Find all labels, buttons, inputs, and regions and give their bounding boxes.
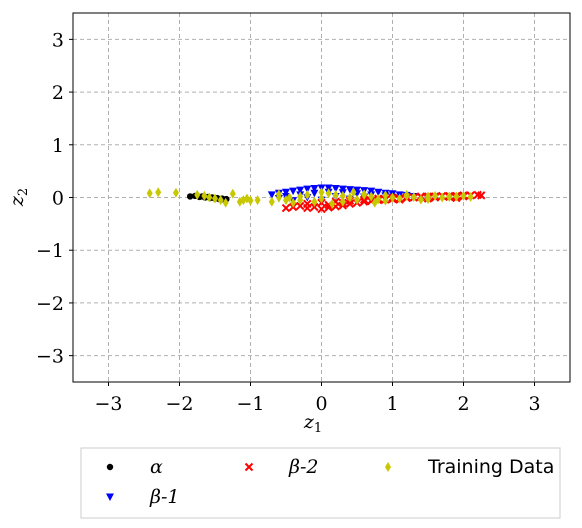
data-point — [201, 190, 208, 201]
data-point — [460, 190, 467, 201]
data-point — [310, 189, 319, 198]
data-point — [303, 199, 312, 209]
axis-ticks — [69, 38, 535, 386]
x-tick-label: 0 — [315, 393, 327, 415]
x-tick-label: −1 — [236, 393, 264, 415]
x-tick-label: 3 — [528, 393, 540, 415]
data-point — [229, 188, 236, 199]
data-point — [477, 191, 486, 200]
legend-label: β-1 — [149, 486, 180, 508]
y-axis-label-subscript: 2 — [16, 188, 31, 196]
data-point — [432, 190, 439, 201]
legend-label: β-2 — [288, 456, 319, 478]
x-tick-label: −3 — [94, 393, 122, 415]
data-point — [289, 187, 298, 196]
data-point — [382, 190, 389, 201]
y-tick-label: −3 — [36, 346, 64, 368]
data-point — [217, 195, 224, 206]
data-point — [146, 188, 153, 199]
y-tick-label: 0 — [52, 188, 64, 210]
data-point — [304, 189, 311, 200]
y-tick-label: 2 — [52, 82, 64, 104]
data-point — [318, 193, 325, 204]
data-point — [453, 191, 460, 202]
legend-box — [80, 447, 561, 519]
data-point — [331, 185, 340, 193]
legend: α β-2 Training Data β-1 — [80, 447, 561, 519]
data-point — [194, 189, 201, 200]
data-point — [318, 187, 325, 198]
data-point — [212, 193, 218, 204]
data-point — [290, 197, 297, 208]
y-tick-label: 3 — [52, 29, 64, 51]
data-point — [332, 189, 339, 200]
data-point — [254, 195, 261, 206]
y-tick-label: −1 — [36, 240, 64, 262]
data-point — [382, 195, 389, 206]
data-point — [396, 193, 403, 204]
data-point — [329, 198, 336, 209]
data-point — [345, 199, 355, 209]
data-point — [303, 185, 312, 194]
data-point — [346, 192, 353, 203]
x-axis-label: z1 — [303, 411, 322, 436]
data-point — [361, 189, 368, 200]
data-point — [155, 187, 162, 198]
data-point — [317, 204, 326, 214]
data-point — [311, 196, 318, 207]
data-point — [310, 202, 319, 212]
data-point — [368, 191, 375, 202]
data-point — [186, 193, 194, 200]
data-point — [417, 194, 424, 205]
data-point — [247, 195, 254, 206]
data-point — [425, 194, 431, 205]
data-point — [446, 191, 453, 202]
data-point — [410, 191, 417, 202]
x-axis-label-subscript: 1 — [314, 421, 322, 436]
data-point — [268, 196, 275, 207]
data-point — [374, 188, 383, 197]
data-point — [339, 196, 346, 207]
tick-labels: −3 −2 −1 0 1 2 3 −3 −2 −1 0 1 2 3 — [36, 29, 541, 415]
y-axis-label: z2 — [6, 188, 31, 207]
series-3 — [146, 187, 474, 209]
data-point — [345, 186, 354, 194]
data-point — [354, 194, 360, 205]
data-point — [286, 192, 293, 203]
data-point — [222, 197, 229, 208]
x-tick-label: 1 — [386, 393, 398, 415]
data-point — [403, 189, 410, 200]
data-point — [339, 190, 346, 201]
data-point — [350, 187, 357, 198]
legend-label: Training Data — [427, 456, 554, 478]
data-point — [282, 188, 290, 197]
data-point — [371, 197, 378, 208]
data-points — [146, 184, 486, 214]
data-point — [310, 185, 319, 193]
data-point — [281, 203, 291, 213]
data-point — [439, 192, 446, 203]
legend-marker — [106, 463, 114, 471]
x-tick-label: 2 — [457, 393, 469, 415]
data-point — [296, 186, 305, 195]
data-point — [172, 187, 179, 198]
data-point — [359, 197, 369, 206]
y-tick-label: 1 — [52, 135, 64, 157]
legend-marker — [385, 462, 391, 472]
data-point — [389, 192, 396, 203]
legend-marker — [244, 462, 254, 472]
data-point — [467, 191, 474, 202]
legend-marker — [106, 493, 114, 501]
data-point — [295, 201, 305, 211]
legend-label: α — [150, 456, 163, 478]
data-point — [325, 188, 332, 199]
data-point — [267, 191, 276, 199]
y-tick-label: −2 — [36, 293, 64, 315]
data-point — [275, 189, 282, 200]
data-point — [206, 192, 213, 203]
data-point — [324, 184, 333, 193]
x-tick-label: −2 — [165, 393, 193, 415]
data-point — [297, 195, 304, 206]
